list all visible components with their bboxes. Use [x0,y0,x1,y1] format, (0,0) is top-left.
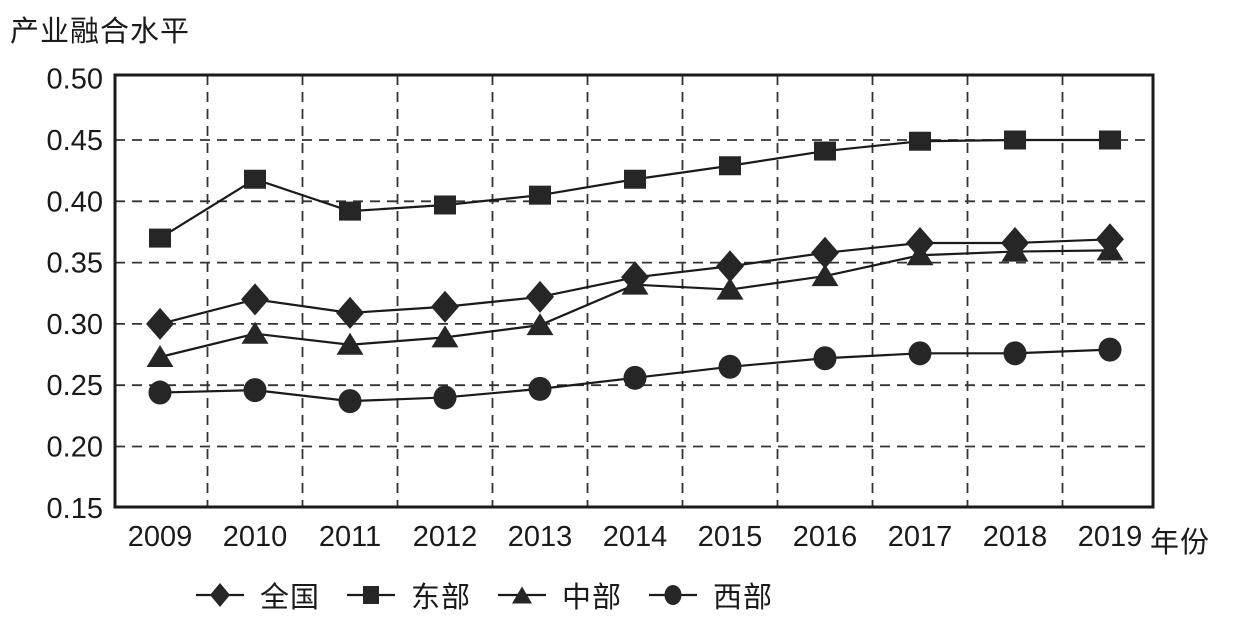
x-tick-label: 2019 [1078,521,1143,553]
chart-title: 产业融合水平 [10,16,191,48]
square-icon [363,586,380,604]
circle-data-point-west [243,378,267,403]
legend-item-west: 西部 [649,574,773,616]
triangle-data-point-central [241,321,269,344]
x-tick-label: 2017 [888,521,953,553]
diamond-marker-icon [196,583,244,607]
circle-data-point-west [718,354,742,379]
diamond-icon [210,583,230,607]
y-tick-label: 0.50 [47,64,103,96]
circle-marker-icon [649,585,698,605]
diamond-data-point-national [241,283,269,316]
circle-data-point-west [433,385,457,410]
circle-data-point-west [1098,337,1122,362]
diamond-data-point-national [811,236,839,269]
square-data-point-east [719,156,741,176]
y-tick-label: 0.30 [47,309,103,341]
x-tick-label: 2010 [223,521,288,553]
triangle-data-point-central [716,277,744,300]
circle-data-point-west [908,341,932,366]
square-data-point-east [1099,130,1121,150]
series-line-east [159,138,1110,240]
x-tick-label: 2014 [603,521,668,553]
y-tick-label: 0.15 [47,493,103,525]
circle-data-point-west [1003,341,1027,366]
triangle-data-point-central [811,264,839,287]
x-axis-unit-label: 年份 [1150,527,1211,559]
x-tick-label: 2009 [128,521,193,553]
square-data-point-east [909,131,931,151]
circle-data-point-west [338,389,362,414]
plot-frame [113,73,1155,509]
x-tick-label: 2018 [983,521,1048,553]
y-tick-label: 0.20 [47,432,103,464]
square-data-point-east [149,228,171,248]
square-marker-icon [347,586,396,604]
x-tick-label: 2011 [319,521,381,553]
triangle-data-point-central [1096,238,1124,261]
square-data-point-east [529,185,551,205]
triangle-data-point-central [431,325,459,348]
circle-data-point-west [148,380,172,405]
x-tick-label: 2012 [413,521,478,553]
triangle-data-point-central [336,332,364,355]
y-tick-label: 0.40 [47,186,103,218]
diamond-data-point-national [906,226,934,259]
triangle-data-point-central [1001,239,1029,262]
circle-data-point-west [528,376,552,401]
square-data-point-east [434,195,456,215]
legend-item-central: 中部 [498,574,622,616]
y-tick-label: 0.35 [47,248,103,280]
legend-label-east: 东部 [411,582,472,614]
circle-data-point-west [813,346,837,371]
x-tick-label: 2015 [698,521,763,553]
diamond-data-point-national [716,250,744,283]
circle-data-point-west [623,365,647,390]
diamond-data-point-national [336,296,364,329]
triangle-data-point-central [621,272,649,295]
diamond-data-point-national [526,280,554,313]
legend-item-east: 东部 [347,574,471,616]
legend: 全国 东部 中部 西部 [196,574,773,616]
diamond-data-point-national [431,290,459,323]
square-data-point-east [624,169,646,189]
y-tick-label: 0.25 [47,370,103,402]
diamond-data-point-national [146,307,174,340]
square-data-point-east [244,169,266,189]
legend-label-national: 全国 [260,582,321,614]
legend-item-national: 全国 [196,574,320,616]
y-tick-label: 0.45 [47,125,103,157]
triangle-icon [512,586,533,604]
circle-icon [664,585,682,605]
x-tick-label: 2013 [508,521,573,553]
triangle-marker-icon [498,586,547,604]
x-tick-label: 2016 [793,521,858,553]
triangle-data-point-central [526,313,554,336]
square-data-point-east [1004,130,1026,150]
triangle-data-point-central [906,243,934,266]
square-data-point-east [339,201,361,221]
square-data-point-east [814,141,836,161]
legend-label-west: 西部 [713,582,774,614]
triangle-data-point-central [146,345,174,368]
legend-label-central: 中部 [562,582,623,614]
